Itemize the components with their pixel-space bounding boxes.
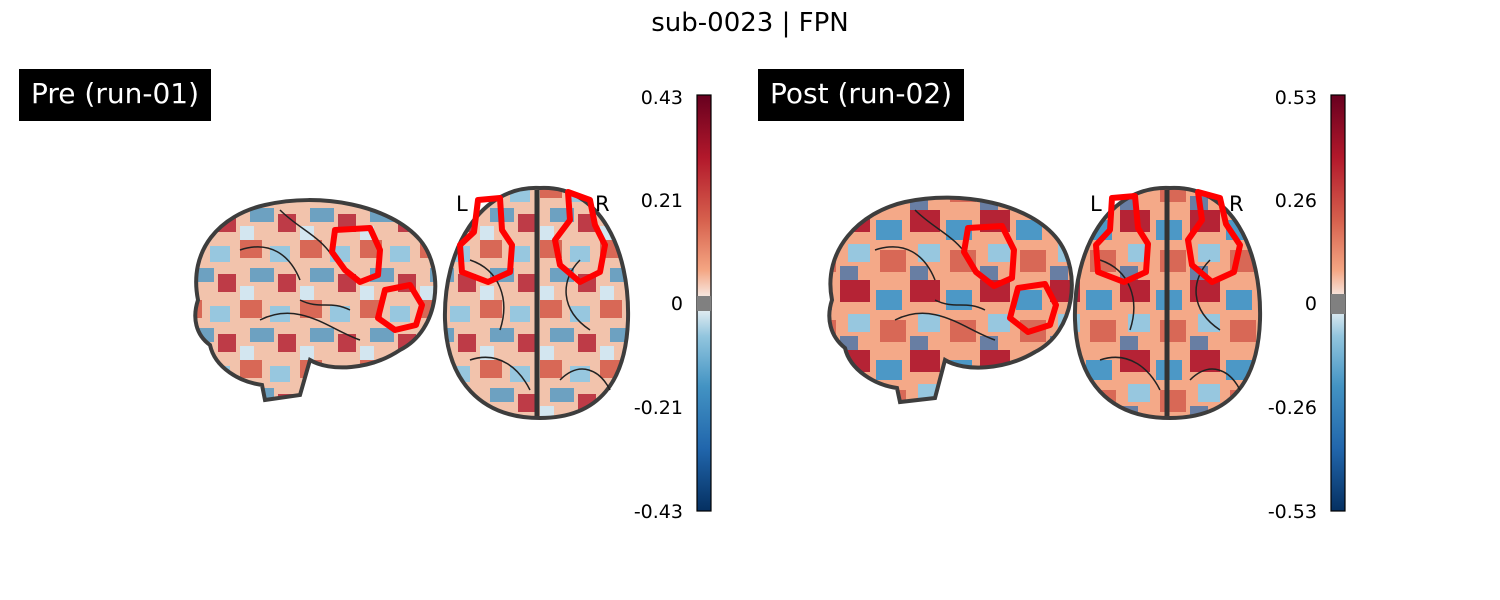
pre-colorbar: 0.43 0.21 0 -0.21 -0.43 bbox=[634, 87, 712, 523]
pre-colorbar-tick-zero: 0 bbox=[671, 293, 683, 315]
post-colorbar-tick-max: 0.53 bbox=[1275, 87, 1317, 109]
pre-right-side-label: R bbox=[595, 192, 610, 216]
post-right-side-label: R bbox=[1229, 192, 1244, 216]
brain-axial-icon bbox=[1072, 185, 1263, 421]
pre-colorbar-tick-lower: -0.21 bbox=[634, 397, 683, 419]
brain-axial-icon bbox=[442, 185, 631, 421]
figure-title: sub-0023 | FPN bbox=[651, 8, 849, 38]
pre-left-side-label: L bbox=[456, 192, 468, 216]
pre-colorbar-threshold-band bbox=[697, 296, 711, 311]
post-roi-outlines bbox=[961, 189, 1243, 335]
pre-colorbar-tick-min: -0.43 bbox=[634, 501, 683, 523]
post-left-side-label: L bbox=[1090, 192, 1102, 216]
pre-roi-outlines bbox=[329, 189, 608, 333]
pre-colorbar-tick-max: 0.43 bbox=[641, 87, 683, 109]
pre-panel-label: Pre (run-01) bbox=[19, 69, 211, 121]
post-colorbar-tick-zero: 0 bbox=[1305, 293, 1317, 315]
post-colorbar-tick-upper: 0.26 bbox=[1275, 190, 1317, 212]
post-colorbar: 0.53 0.26 0 -0.26 -0.53 bbox=[1268, 87, 1346, 523]
post-colorbar-tick-lower: -0.26 bbox=[1268, 397, 1317, 419]
pre-glass-brain: L R bbox=[193, 185, 631, 421]
brain-sagittal-icon bbox=[827, 195, 1074, 405]
brain-sagittal-icon bbox=[193, 198, 438, 403]
post-glass-brain: L R bbox=[827, 185, 1263, 421]
post-colorbar-tick-min: -0.53 bbox=[1268, 501, 1317, 523]
pre-colorbar-tick-upper: 0.21 bbox=[641, 190, 683, 212]
post-colorbar-threshold-band bbox=[1331, 294, 1345, 314]
post-panel-label: Post (run-02) bbox=[758, 69, 965, 121]
